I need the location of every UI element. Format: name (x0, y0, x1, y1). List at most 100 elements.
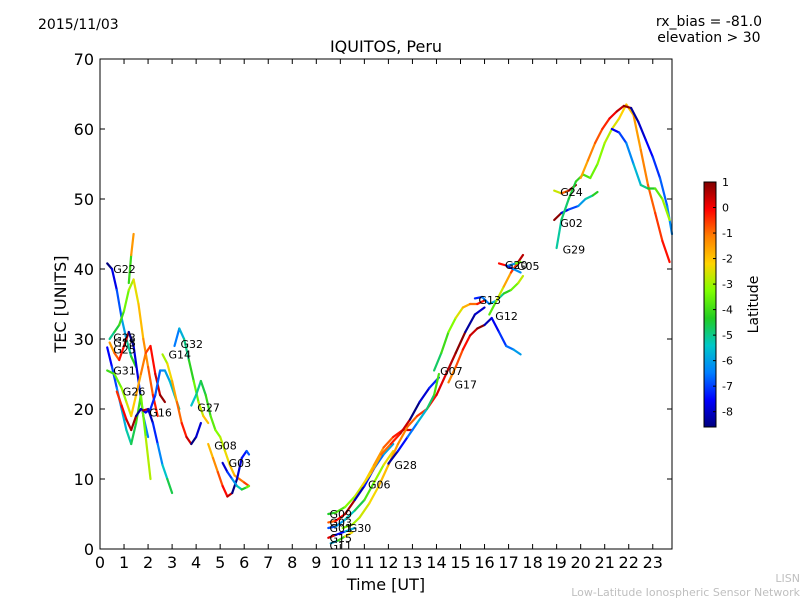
y-axis: 0 10 20 30 40 50 60 70 (74, 50, 672, 559)
plot-data (106, 103, 674, 545)
data-segment (560, 197, 570, 222)
data-segment (629, 106, 640, 124)
data-segment (454, 330, 467, 355)
data-segment (235, 456, 243, 481)
series-label: G27 (197, 402, 220, 415)
data-segment (106, 262, 114, 271)
data-segment (387, 449, 400, 465)
data-segment (118, 344, 126, 362)
series-label: G31 (113, 365, 136, 378)
data-segment (610, 127, 621, 134)
data-segment (334, 505, 347, 514)
data-segment (216, 470, 224, 488)
data-segment (159, 393, 166, 404)
series-unlabeled-30 (610, 127, 671, 222)
data-segment (115, 390, 123, 407)
data-segment (209, 414, 217, 432)
data-segment (553, 189, 563, 195)
series-label: G23 (113, 332, 136, 345)
data-segment (192, 379, 200, 404)
data-segment (610, 117, 621, 131)
data-segment (154, 369, 162, 397)
x-tick-label: 0 (95, 553, 105, 572)
series-G14-7 (161, 353, 202, 446)
data-segment (505, 344, 515, 351)
y-tick-label: 30 (74, 330, 94, 349)
data-segment (135, 372, 142, 397)
series-label: G01 (330, 522, 353, 535)
data-segment (507, 262, 517, 267)
cbar-tick-label: -5 (722, 329, 733, 342)
data-segment (382, 449, 395, 467)
data-segment (197, 400, 205, 418)
data-segment (601, 117, 611, 131)
data-segment (166, 362, 174, 383)
data-segment (211, 456, 219, 474)
data-segment (149, 344, 157, 376)
data-segment (245, 484, 251, 489)
series-label: G15 (330, 532, 353, 545)
series-label: G22 (113, 263, 136, 276)
data-segment (654, 187, 664, 201)
x-tick-label: 4 (191, 553, 201, 572)
data-segment (589, 162, 599, 180)
data-segment (240, 449, 248, 460)
data-segment (334, 530, 347, 537)
y-tick-label: 40 (74, 260, 94, 279)
data-segment (161, 353, 169, 365)
cbar-tick-label: -1 (722, 227, 733, 240)
data-segment (122, 288, 130, 313)
data-segment (221, 484, 229, 498)
data-segment (118, 309, 126, 327)
series-label: G06 (368, 479, 391, 492)
data-segment (425, 393, 436, 411)
data-segment (560, 189, 570, 195)
colorbar-scale (703, 181, 717, 428)
data-segment (344, 509, 356, 521)
x-axis: 0 1 2 3 4 5 6 7 8 9 10 11 12 13 14 15 16 17 18 19 20 21 22 23 (95, 59, 663, 572)
data-segment (195, 379, 202, 397)
data-segment (440, 330, 450, 355)
data-segment (654, 211, 664, 243)
series-label: G29 (563, 243, 586, 256)
data-segment (151, 421, 159, 446)
data-segment (406, 421, 419, 439)
data-segment (207, 442, 215, 460)
data-segment (127, 278, 135, 292)
x-tick-label: 7 (263, 553, 273, 572)
data-segment (399, 418, 412, 435)
data-segment (495, 285, 505, 302)
data-segment (433, 372, 440, 397)
data-segment (190, 435, 198, 446)
series-label: G09 (330, 508, 353, 521)
data-segment (204, 393, 212, 418)
data-segment (454, 306, 464, 320)
data-segment (433, 351, 443, 372)
y-tick-label: 0 (84, 540, 94, 559)
data-segment (358, 502, 371, 519)
data-segment (632, 162, 642, 187)
x-tick-label: 21 (595, 553, 615, 572)
data-segment (637, 120, 647, 141)
data-segment (509, 281, 520, 292)
series-label: G28 (394, 459, 417, 472)
footer-org: LISN (775, 572, 800, 585)
data-segment (219, 435, 227, 453)
series-label: G08 (214, 439, 237, 452)
data-segment (199, 379, 207, 397)
x-tick-label: 19 (546, 553, 566, 572)
data-segment (651, 155, 662, 180)
data-segment (454, 348, 464, 369)
data-segment (147, 407, 154, 425)
data-segment (658, 176, 669, 208)
data-segment (476, 323, 486, 330)
data-segment (171, 379, 178, 404)
data-segment (447, 365, 457, 384)
data-segment (183, 337, 190, 362)
data-segment (372, 463, 385, 484)
x-tick-label: 9 (311, 553, 321, 572)
data-segment (163, 369, 171, 383)
x-tick-label: 3 (167, 553, 177, 572)
data-segment (615, 104, 626, 113)
